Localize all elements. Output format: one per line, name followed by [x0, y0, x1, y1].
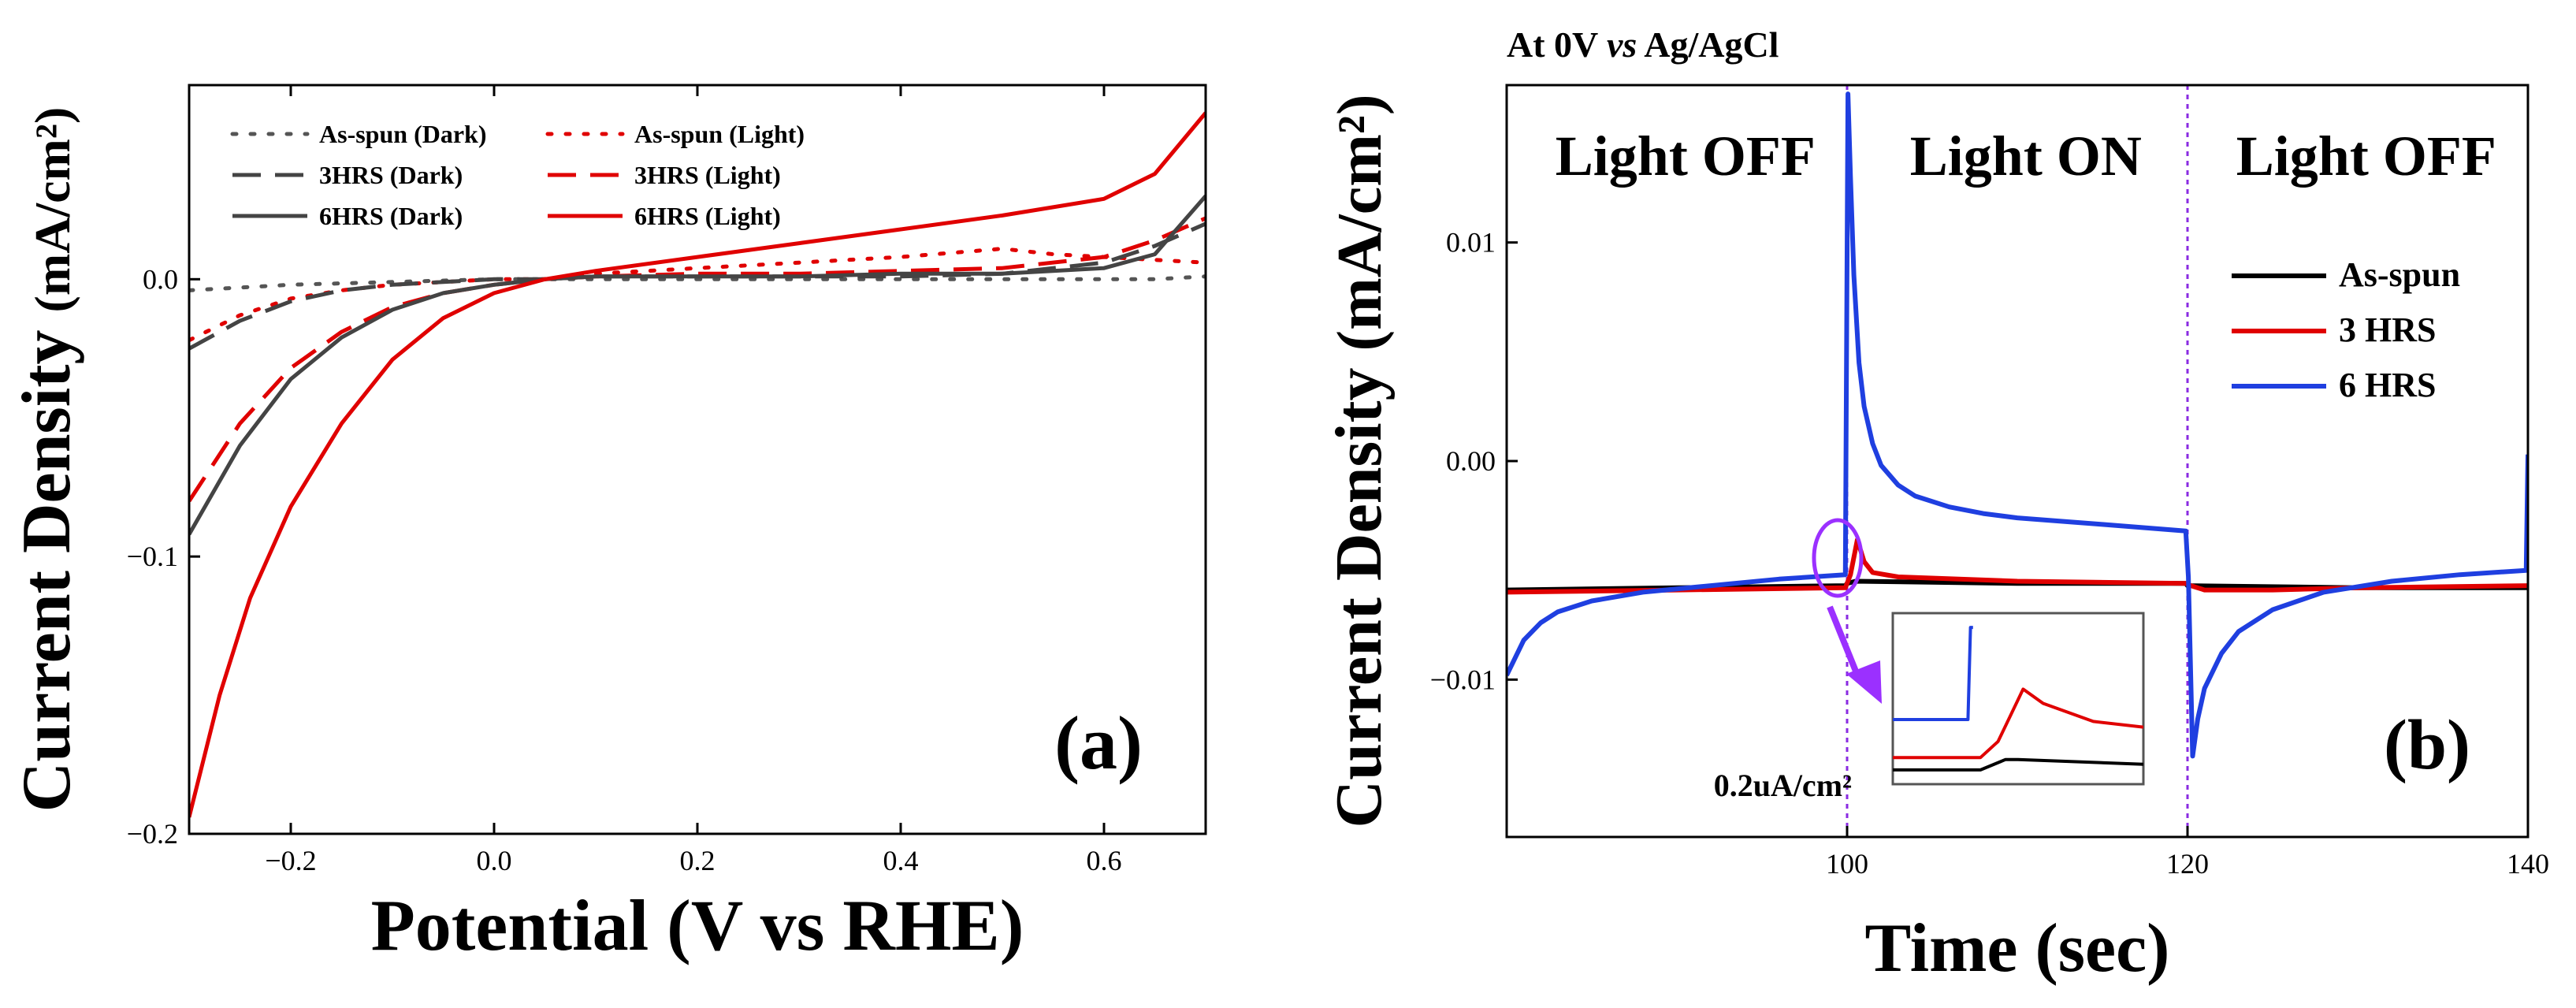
legend-label: As-spun — [2339, 255, 2460, 294]
inset-series-group — [1893, 626, 2143, 772]
y-tick-label: −0.1 — [127, 541, 178, 572]
legend-label: As-spun (Dark) — [319, 120, 486, 148]
x-tick-label: 0.0 — [477, 845, 512, 876]
region-label: Light OFF — [1556, 125, 1816, 188]
chart-title: At 0V vs Ag/AgCl — [1507, 24, 1779, 65]
legend-label: 3 HRS — [2339, 311, 2436, 349]
y-axis-title: Current Density (mA/cm²) — [9, 107, 85, 813]
y-tick-label: −0.01 — [1430, 664, 1496, 695]
chart-title-part: At 0V — [1507, 24, 1607, 65]
inset-series-line — [1893, 626, 1973, 721]
x-axis-title: Potential (V vs RHE) — [371, 885, 1024, 965]
legend-label: 6HRS (Light) — [634, 202, 781, 230]
series-line — [189, 111, 1206, 818]
series-group — [189, 111, 1206, 818]
panel-a: −0.2 0.0 0.2 0.4 0.6 −0.2 −0.1 0.0 Potential (V … — [9, 84, 1207, 965]
series-line — [189, 216, 1206, 503]
panel-label: (a) — [1054, 701, 1143, 785]
inset-scale-label: 0.2uA/cm² — [1714, 768, 1852, 803]
x-tick-label: 120 — [2166, 848, 2209, 880]
x-tick-label: −0.2 — [265, 845, 316, 876]
y-axis-title-unit: (mA/cm²) — [1325, 94, 1395, 351]
y-tick-label: 0.01 — [1446, 227, 1496, 259]
chart-title-part: Ag/AgCl — [1637, 24, 1779, 65]
inset-series-line — [1893, 757, 2143, 772]
series-line — [1507, 91, 2528, 759]
inset-series-line — [1893, 687, 2143, 760]
highlight-ellipse — [1812, 518, 1864, 598]
x-tick-label: 100 — [1826, 848, 1868, 880]
series-group — [1507, 91, 2528, 759]
callout-arrow-shaft — [1827, 605, 1863, 683]
callout-arrow-head — [1846, 660, 1882, 704]
region-label: Light OFF — [2236, 125, 2496, 188]
legend-label: 3HRS (Light) — [634, 161, 781, 189]
y-axis-title-main: Current Density — [1322, 351, 1396, 828]
x-tick-label: 0.4 — [883, 845, 919, 876]
x-tick-label: 0.6 — [1087, 845, 1122, 876]
x-tick-label: 0.2 — [680, 845, 716, 876]
y-axis-title-unit: (mA/cm²) — [24, 107, 80, 313]
legend-label: As-spun (Light) — [634, 120, 805, 148]
panel-b: 100 120 140 −0.01 0.00 0.01 At 0V vs Ag/AgCl Ti… — [1322, 24, 2549, 987]
chart-title-part: vs — [1607, 24, 1637, 65]
x-tick-label: 140 — [2507, 848, 2549, 880]
x-axis-title: Time (sec) — [1865, 910, 2170, 987]
legend-label: 3HRS (Dark) — [319, 161, 463, 189]
plot-frame — [188, 84, 1207, 835]
series-line — [1507, 537, 2528, 595]
y-axis-title-main: Current Density — [9, 312, 85, 812]
y-tick-label: −0.2 — [127, 818, 178, 850]
y-axis-title: Current Density (mA/cm²) — [1322, 94, 1396, 828]
region-label: Light ON — [1910, 125, 2142, 188]
series-line — [189, 195, 1206, 536]
panel-label: (b) — [2384, 706, 2470, 784]
series-line — [189, 274, 1206, 292]
legend-label: 6 HRS — [2339, 366, 2436, 404]
legend-label: 6HRS (Dark) — [319, 202, 463, 230]
y-tick-label: 0.0 — [143, 263, 178, 295]
y-tick-label: 0.00 — [1446, 445, 1496, 477]
